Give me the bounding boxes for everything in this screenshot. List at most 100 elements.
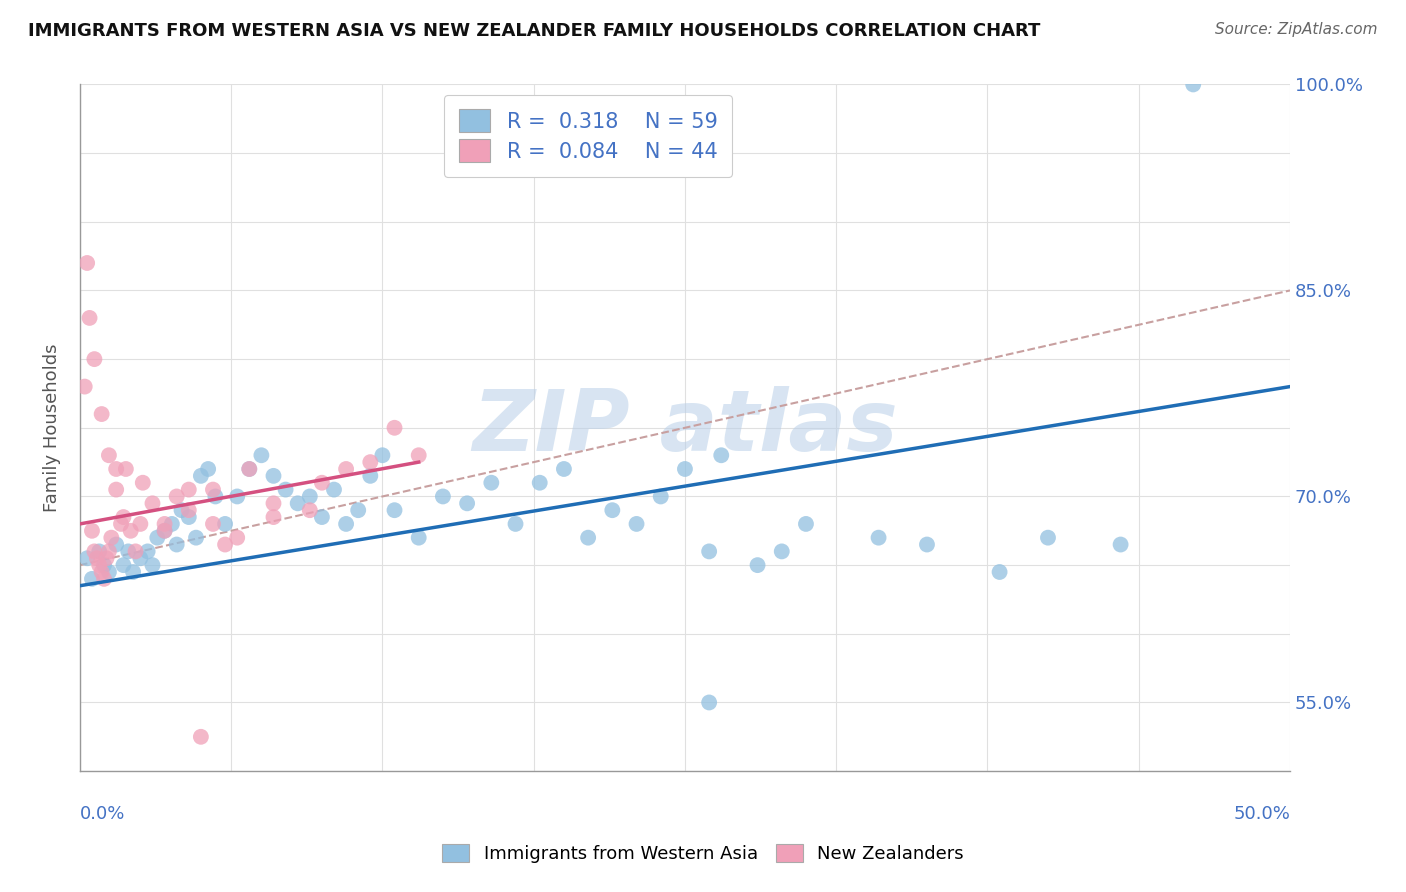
Point	[93, 572, 115, 586]
Point	[124, 544, 146, 558]
Legend: R =  0.318    N = 59, R =  0.084    N = 44: R = 0.318 N = 59, R = 0.084 N = 44	[444, 95, 733, 177]
Point	[89, 544, 111, 558]
Point	[105, 462, 128, 476]
Point	[311, 510, 333, 524]
Point	[105, 483, 128, 497]
Point	[263, 496, 285, 510]
Point	[384, 421, 406, 435]
Point	[335, 516, 357, 531]
Point	[697, 696, 720, 710]
Point	[90, 407, 112, 421]
Point	[97, 544, 120, 558]
Point	[177, 503, 200, 517]
Point	[747, 558, 769, 573]
Point	[602, 503, 624, 517]
Point	[93, 558, 115, 573]
Point	[197, 462, 219, 476]
Point	[298, 490, 321, 504]
Point	[132, 475, 155, 490]
Point	[298, 503, 321, 517]
Point	[794, 516, 817, 531]
Point	[238, 462, 260, 476]
Point	[79, 310, 101, 325]
Point	[177, 483, 200, 497]
Point	[166, 537, 188, 551]
Point	[153, 524, 176, 538]
Point	[129, 551, 152, 566]
Point	[204, 490, 226, 504]
Point	[553, 462, 575, 476]
Point	[697, 544, 720, 558]
Text: IMMIGRANTS FROM WESTERN ASIA VS NEW ZEALANDER FAMILY HOUSEHOLDS CORRELATION CHAR: IMMIGRANTS FROM WESTERN ASIA VS NEW ZEAL…	[28, 22, 1040, 40]
Point	[1036, 531, 1059, 545]
Point	[86, 551, 108, 566]
Text: 50.0%: 50.0%	[1233, 805, 1291, 823]
Point	[97, 565, 120, 579]
Point	[274, 483, 297, 497]
Text: Source: ZipAtlas.com: Source: ZipAtlas.com	[1215, 22, 1378, 37]
Point	[80, 572, 103, 586]
Point	[226, 531, 249, 545]
Y-axis label: Family Households: Family Households	[44, 343, 60, 512]
Point	[673, 462, 696, 476]
Point	[263, 468, 285, 483]
Point	[80, 524, 103, 538]
Point	[136, 544, 159, 558]
Point	[384, 503, 406, 517]
Point	[408, 448, 430, 462]
Point	[177, 510, 200, 524]
Point	[371, 448, 394, 462]
Point	[112, 510, 135, 524]
Point	[76, 256, 98, 270]
Point	[153, 524, 176, 538]
Point	[73, 379, 96, 393]
Point	[120, 524, 142, 538]
Point	[115, 462, 138, 476]
Point	[83, 352, 105, 367]
Point	[110, 516, 132, 531]
Point	[770, 544, 793, 558]
Point	[505, 516, 527, 531]
Point	[311, 475, 333, 490]
Point	[335, 462, 357, 476]
Point	[347, 503, 370, 517]
Point	[90, 565, 112, 579]
Point	[129, 516, 152, 531]
Text: ZIP atlas: ZIP atlas	[472, 386, 898, 469]
Point	[576, 531, 599, 545]
Point	[529, 475, 551, 490]
Point	[89, 558, 111, 573]
Point	[146, 531, 169, 545]
Point	[76, 551, 98, 566]
Point	[122, 565, 145, 579]
Point	[97, 448, 120, 462]
Point	[190, 468, 212, 483]
Point	[170, 503, 193, 517]
Point	[250, 448, 273, 462]
Point	[112, 558, 135, 573]
Point	[214, 537, 236, 551]
Point	[201, 483, 224, 497]
Point	[479, 475, 502, 490]
Point	[1109, 537, 1132, 551]
Point	[359, 468, 381, 483]
Point	[710, 448, 733, 462]
Point	[238, 462, 260, 476]
Point	[868, 531, 890, 545]
Point	[105, 537, 128, 551]
Point	[184, 531, 207, 545]
Point	[408, 531, 430, 545]
Point	[456, 496, 478, 510]
Point	[650, 490, 672, 504]
Point	[166, 490, 188, 504]
Point	[141, 558, 163, 573]
Point	[214, 516, 236, 531]
Point	[626, 516, 648, 531]
Point	[915, 537, 938, 551]
Point	[988, 565, 1011, 579]
Point	[226, 490, 249, 504]
Point	[160, 516, 183, 531]
Point	[100, 531, 122, 545]
Point	[83, 544, 105, 558]
Point	[1182, 78, 1205, 92]
